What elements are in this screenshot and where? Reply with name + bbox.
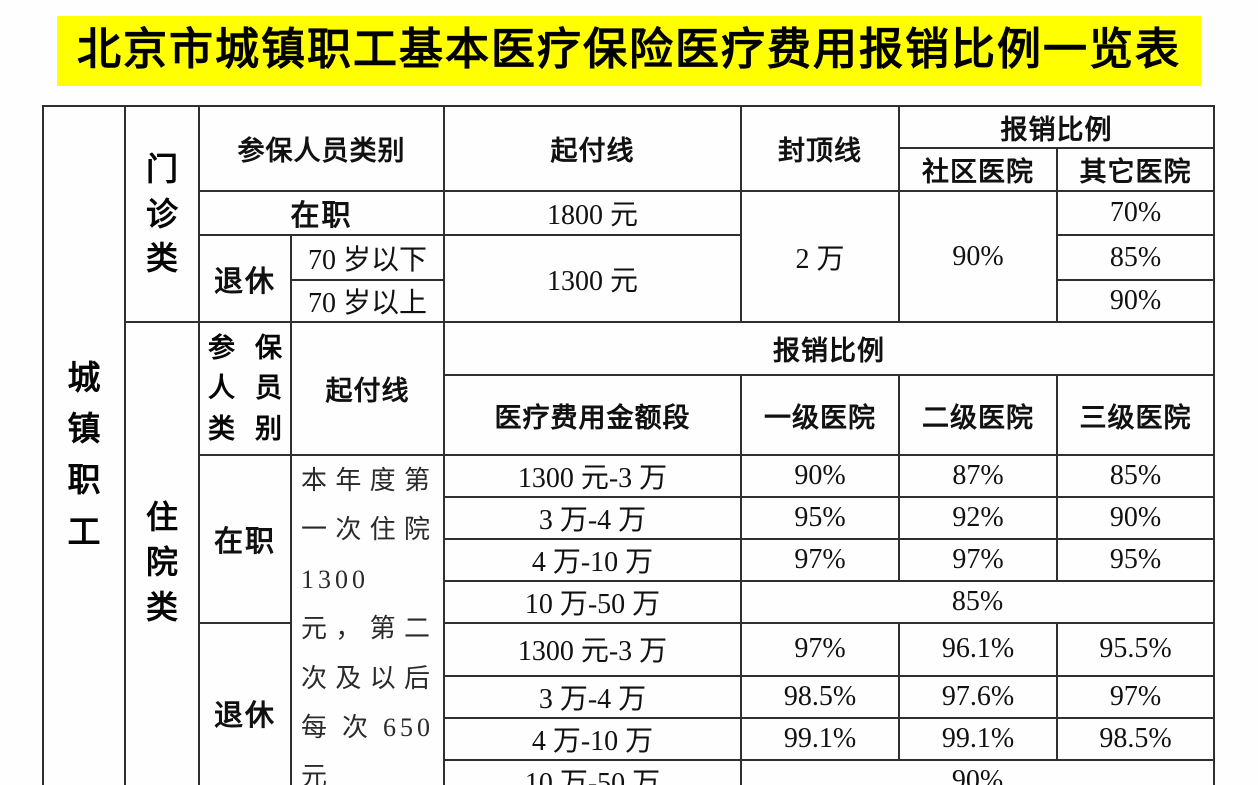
cell-active-tier2-2: 97% bbox=[898, 538, 1058, 582]
cell-community-hospital-header: 社区医院 bbox=[898, 147, 1058, 192]
cell-active-tier3-1: 90% bbox=[1056, 496, 1215, 540]
cell-inpatient-retired-label: 退休 bbox=[198, 622, 292, 785]
cell-retired-tier2-1: 97.6% bbox=[898, 674, 1058, 719]
table-row: 3 万-4 万 95% 92% 90% bbox=[43, 496, 1215, 540]
cell-retired-range-3: 10 万-50 万 bbox=[443, 758, 742, 785]
table-row: 医疗费用金额段 一级医院 二级医院 三级医院 bbox=[43, 374, 1215, 456]
cell-active-tier1-1: 95% bbox=[740, 496, 900, 540]
cell-active-tier3-0: 85% bbox=[1056, 454, 1215, 498]
cell-outpatient-cap-value: 2 万 bbox=[740, 190, 900, 323]
cell-active-tier1-2: 97% bbox=[740, 538, 900, 582]
inpatient-section-label: 住院类 bbox=[145, 499, 178, 625]
inpatient-deductible-note-text: 本年度第一次住院1300 元，第二次及以后每次650 元 bbox=[301, 466, 434, 785]
cell-retired-tier2-0: 96.1% bbox=[898, 622, 1058, 677]
cell-retired-tier1-2: 99.1% bbox=[740, 716, 900, 761]
cell-active-tier3-2: 95% bbox=[1056, 538, 1215, 582]
inpatient-category-line1: 参保 bbox=[208, 332, 282, 363]
table-row: 4 万-10 万 99.1% 99.1% 98.5% bbox=[43, 716, 1215, 761]
cell-tier1-header: 一级医院 bbox=[740, 374, 900, 456]
cell-retired-all-3: 90% bbox=[740, 758, 1215, 785]
cell-outpatient-ratio-header: 报销比例 bbox=[898, 105, 1215, 149]
cell-outpatient-deductible-header: 起付线 bbox=[443, 105, 742, 192]
table-row: 在职 1800 元 2 万 90% 70% bbox=[43, 190, 1215, 323]
cell-outpatient-cap-header: 封顶线 bbox=[740, 105, 900, 192]
page-title: 北京市城镇职工基本医疗保险医疗费用报销比例一览表 bbox=[57, 16, 1201, 87]
cell-outpatient-retired-deductible: 1300 元 bbox=[443, 234, 742, 323]
cell-retired-tier2-2: 99.1% bbox=[898, 716, 1058, 761]
table-row: 退休 70 岁以下 1300 元 85% bbox=[43, 234, 1215, 323]
cell-active-range-1: 3 万-4 万 bbox=[443, 496, 742, 540]
cell-retired-tier3-0: 95.5% bbox=[1056, 622, 1215, 677]
cell-active-range-0: 1300 元-3 万 bbox=[443, 454, 742, 498]
cell-retired-over70-other: 90% bbox=[1056, 279, 1215, 323]
table-row: 退休 1300 元-3 万 97% 96.1% 95.5% bbox=[43, 622, 1215, 785]
cell-retired-under70: 70 岁以下 bbox=[290, 234, 445, 281]
cell-inpatient-deductible-note: 本年度第一次住院1300 元，第二次及以后每次650 元 bbox=[290, 454, 445, 785]
cell-tier3-header: 三级医院 bbox=[1056, 374, 1215, 456]
outpatient-section-label: 门诊类 bbox=[145, 150, 178, 277]
cell-active-all-3: 85% bbox=[740, 580, 1215, 624]
cell-retired-range-0: 1300 元-3 万 bbox=[443, 622, 742, 677]
table-row: 70 岁以上 90% bbox=[43, 279, 1215, 323]
cell-retired-under70-other: 85% bbox=[1056, 234, 1215, 281]
cell-active-tier2-0: 87% bbox=[898, 454, 1058, 498]
cell-active-range-3: 10 万-50 万 bbox=[443, 580, 742, 624]
medical-insurance-table: 城镇职工 门诊类 参保人员类别 起付线 封顶线 报销比例 社区医院 其它医院 在… bbox=[42, 105, 1215, 785]
cell-outpatient-active-label: 在职 bbox=[198, 190, 445, 236]
table-row: 社区医院 其它医院 bbox=[43, 147, 1215, 192]
cell-outpatient-community-value: 90% bbox=[898, 190, 1058, 323]
cell-inpatient-deductible-header: 起付线 bbox=[290, 321, 445, 456]
table-row: 在职 本年度第一次住院1300 元，第二次及以后每次650 元 1300 元-3… bbox=[43, 454, 1215, 785]
cell-outpatient-retired-label: 退休 bbox=[198, 234, 292, 323]
cell-retired-tier3-2: 98.5% bbox=[1056, 716, 1215, 761]
cell-outpatient-section: 门诊类 bbox=[124, 105, 200, 323]
cell-active-range-2: 4 万-10 万 bbox=[443, 538, 742, 582]
cell-retired-tier1-1: 98.5% bbox=[740, 674, 900, 719]
cell-inpatient-section: 住院类 bbox=[124, 321, 200, 785]
title-bar: 北京市城镇职工基本医疗保险医疗费用报销比例一览表 bbox=[0, 16, 1258, 87]
inpatient-category-line2: 人员 bbox=[208, 373, 282, 404]
table-row: 4 万-10 万 97% 97% 95% bbox=[43, 538, 1215, 582]
cell-outpatient-active-other: 70% bbox=[1056, 190, 1215, 236]
cell-outpatient-category-header: 参保人员类别 bbox=[198, 105, 445, 192]
inpatient-category-line3: 类别 bbox=[208, 413, 282, 444]
table-row: 城镇职工 门诊类 参保人员类别 起付线 封顶线 报销比例 bbox=[42, 105, 1215, 785]
group-label-text: 城镇职工 bbox=[67, 359, 101, 550]
cell-other-hospital-header: 其它医院 bbox=[1056, 147, 1215, 192]
cell-amount-range-header: 医疗费用金额段 bbox=[443, 374, 742, 456]
cell-retired-tier3-1: 97% bbox=[1056, 674, 1215, 719]
cell-retired-range-1: 3 万-4 万 bbox=[443, 674, 742, 719]
table-row: 10 万-50 万 85% bbox=[43, 580, 1215, 624]
cell-retired-tier1-0: 97% bbox=[740, 622, 900, 677]
table-row: 住院类 参保 人员 类别 起付线 报销比例 bbox=[43, 321, 1215, 785]
cell-active-tier2-1: 92% bbox=[898, 496, 1058, 540]
cell-inpatient-category-header: 参保 人员 类别 bbox=[198, 321, 292, 456]
cell-retired-range-2: 4 万-10 万 bbox=[443, 716, 742, 761]
table-row: 10 万-50 万 90% bbox=[43, 758, 1215, 785]
cell-retired-over70: 70 岁以上 bbox=[290, 279, 445, 323]
cell-outpatient-active-deductible: 1800 元 bbox=[443, 190, 742, 236]
cell-tier2-header: 二级医院 bbox=[898, 374, 1058, 456]
cell-group-label: 城镇职工 bbox=[42, 105, 126, 785]
cell-active-tier1-0: 90% bbox=[740, 454, 900, 498]
table-row: 3 万-4 万 98.5% 97.6% 97% bbox=[43, 674, 1215, 719]
cell-inpatient-ratio-header: 报销比例 bbox=[443, 321, 1215, 376]
cell-inpatient-active-label: 在职 bbox=[198, 454, 292, 624]
